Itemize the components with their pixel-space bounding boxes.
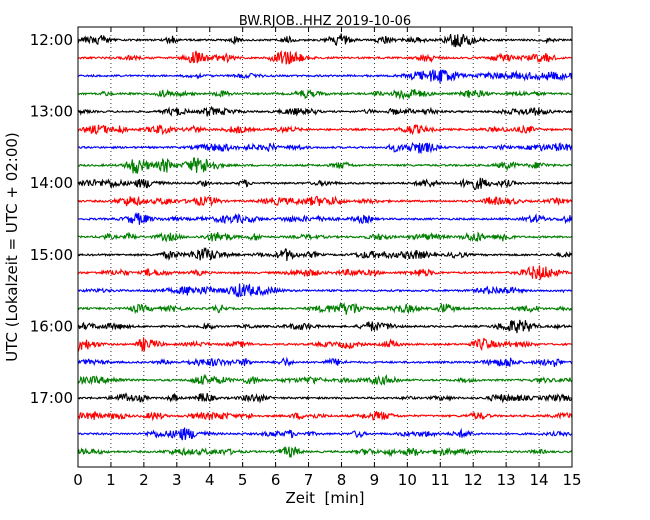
x-tick-label: 8 [337,471,347,489]
seismogram-trace-1515 [77,265,573,281]
seismogram-trace-1600 [77,319,573,334]
x-tick-label: 12 [464,471,483,489]
seismogram-trace-1630 [77,356,573,368]
x-tick-label: 13 [497,471,516,489]
x-tick-label: 6 [271,471,281,489]
seismogram-trace-1300 [77,105,573,117]
seismogram-trace-1745 [77,445,573,458]
seismogram-trace-1400 [77,177,573,191]
seismogram-trace-1415 [77,195,573,208]
seismogram-trace-1615 [77,337,573,352]
x-tick-label: 5 [238,471,248,489]
y-axis-label: UTC (Lokalzeit = UTC + 02:00) [3,132,21,362]
seismogram-trace-1715 [77,410,573,422]
x-axis-label: Zeit [min] [285,489,364,507]
y-tick-label: 12:00 [30,31,73,49]
seismogram-trace-1245 [77,88,573,101]
seismogram-trace-1645 [77,373,573,386]
x-tick-label: 3 [172,471,182,489]
x-tick-label: 2 [139,471,149,489]
seismogram-trace-1215 [77,49,573,65]
x-tick-label: 14 [530,471,549,489]
y-tick-label: 15:00 [30,246,73,264]
x-tick-label: 4 [205,471,215,489]
x-tick-label: 10 [398,471,417,489]
x-tick-label: 9 [370,471,380,489]
x-tick-label: 1 [106,471,116,489]
seismogram-trace-1545 [77,301,573,315]
y-tick-label: 13:00 [30,103,73,121]
x-tick-label: 0 [73,471,83,489]
x-tick-label: 15 [562,471,581,489]
y-tick-label: 14:00 [30,174,73,192]
grid-lines [110,27,540,467]
seismogram-trace-1430 [77,212,573,225]
x-tick-label: 11 [431,471,450,489]
seismogram-traces [77,33,573,458]
seismogram-trace-1445 [77,231,573,243]
chart-title: BW.RJOB..HHZ 2019-10-06 [239,14,411,29]
seismogram-trace-1730 [77,427,573,441]
seismogram-trace-1700 [77,392,573,404]
seismogram-trace-1330 [77,141,573,154]
plot-frame [77,26,573,468]
seismogram-trace-1315 [77,123,573,136]
y-tick-label: 17:00 [30,389,73,407]
seismogram-trace-1530 [77,283,573,298]
seismogram-trace-1230 [77,69,573,84]
seismogram-trace-1200 [77,33,573,48]
seismogram-trace-1345 [77,157,573,174]
x-tick-label: 7 [304,471,314,489]
x-axis-ticks: 0 1 2 3 4 5 6 7 8 9 10 11 12 13 14 15 [73,27,582,489]
y-axis-ticks: 12:00 13:00 14:00 15:00 16:00 17:00 [30,31,572,407]
y-tick-label: 16:00 [30,317,73,335]
seismogram-trace-1500 [77,247,573,262]
